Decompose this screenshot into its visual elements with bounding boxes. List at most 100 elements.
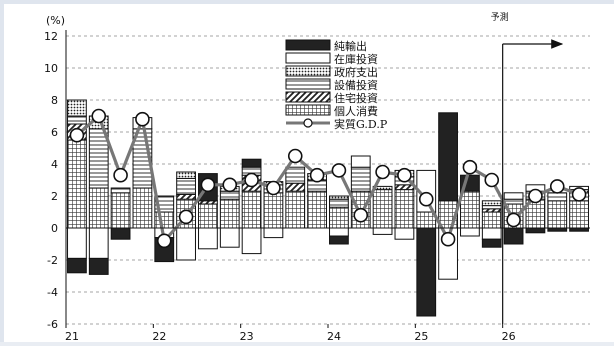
gdp-point bbox=[440, 231, 456, 247]
bar-segment bbox=[372, 227, 393, 235]
bar-segment bbox=[88, 257, 109, 275]
gdp-point bbox=[113, 167, 128, 183]
gdp-point bbox=[571, 187, 587, 202]
bar-segment bbox=[460, 190, 480, 229]
bar-segment bbox=[547, 192, 568, 202]
x-tick-label: 26 bbox=[502, 330, 516, 343]
bar-segment bbox=[67, 139, 87, 229]
bar-segment bbox=[329, 227, 349, 237]
y-tick-label: 10 bbox=[44, 62, 58, 75]
bar-segment bbox=[154, 211, 175, 229]
bar-segment bbox=[329, 195, 349, 200]
bar-segment bbox=[88, 187, 109, 229]
gdp-point bbox=[331, 163, 347, 178]
bar-segment bbox=[67, 227, 87, 259]
bar-segment bbox=[285, 182, 306, 192]
y-tick-label: -4 bbox=[47, 286, 58, 299]
bar-segment bbox=[350, 155, 371, 168]
legend-entry: 在庫投資 bbox=[334, 52, 378, 66]
bar-segment bbox=[132, 187, 153, 229]
legend-entry: 実質G.D.P bbox=[334, 117, 388, 131]
bar-segment bbox=[67, 99, 87, 117]
bar-segment bbox=[329, 235, 349, 245]
gdp-point bbox=[528, 188, 543, 204]
forecast-label: 予測 bbox=[491, 11, 509, 23]
gdp-point bbox=[178, 209, 194, 225]
gdp-point bbox=[244, 172, 259, 188]
gdp-point bbox=[375, 164, 390, 180]
bar-segment bbox=[394, 227, 415, 240]
gdp-point bbox=[353, 207, 369, 223]
bar-segment bbox=[481, 227, 502, 240]
gdp-point bbox=[397, 167, 412, 183]
bar-segment bbox=[110, 227, 131, 240]
bar-segment bbox=[88, 227, 109, 259]
x-tick-label: 22 bbox=[152, 330, 166, 343]
legend-swatch bbox=[285, 39, 331, 51]
bar-segment bbox=[329, 206, 349, 229]
gdp-point bbox=[549, 179, 565, 194]
bar-segment bbox=[198, 227, 218, 250]
legend-swatch bbox=[285, 78, 331, 90]
y-tick-label: 6 bbox=[51, 126, 58, 139]
gdp-point bbox=[484, 172, 500, 188]
bar-segment bbox=[219, 227, 240, 248]
legend-swatch-marker bbox=[303, 118, 313, 128]
bar-segment bbox=[241, 158, 262, 168]
bar-stacks bbox=[67, 99, 589, 317]
legend-entry: 個人消費 bbox=[334, 104, 378, 118]
legend-swatch bbox=[285, 52, 331, 64]
bar-segment bbox=[350, 166, 371, 192]
bar-segment bbox=[219, 190, 240, 200]
legend-entry: 純輸出 bbox=[334, 39, 367, 53]
y-tick-label: -6 bbox=[47, 318, 58, 331]
bar-segment bbox=[198, 203, 218, 229]
bar-segment bbox=[176, 177, 196, 195]
legend-swatch bbox=[285, 91, 331, 103]
gdp-point bbox=[309, 167, 325, 183]
bar-segment bbox=[503, 192, 524, 200]
bar-segment bbox=[110, 192, 131, 229]
bar-segment bbox=[67, 257, 87, 274]
bar-segment bbox=[481, 211, 502, 229]
bar-segment bbox=[481, 200, 502, 207]
bar-segment bbox=[263, 227, 284, 239]
y-tick-label: 4 bbox=[51, 158, 58, 171]
bar-segment bbox=[503, 227, 524, 245]
gdp-series-line bbox=[75, 113, 580, 245]
bar-segment bbox=[176, 171, 196, 179]
bar-segment bbox=[481, 238, 502, 248]
bar-segment bbox=[219, 198, 240, 229]
gdp-point bbox=[506, 212, 521, 228]
bar-segment bbox=[176, 227, 196, 261]
gdp-point bbox=[135, 111, 150, 127]
gdp-point bbox=[156, 233, 172, 249]
bar-segment bbox=[67, 115, 87, 125]
gdp-point bbox=[69, 127, 85, 143]
bar-segment bbox=[110, 187, 131, 194]
y-unit-label: (%) bbox=[46, 14, 65, 27]
x-tick-label: 25 bbox=[414, 330, 428, 343]
bar-segment bbox=[285, 190, 306, 229]
bar-segment bbox=[307, 190, 327, 229]
bar-segment bbox=[241, 227, 262, 255]
x-tick-label: 23 bbox=[240, 330, 254, 343]
bar-segment bbox=[285, 166, 306, 184]
gdp-point bbox=[287, 148, 303, 164]
gdp-point bbox=[222, 177, 238, 193]
bar-segment bbox=[525, 227, 546, 234]
bar-segment bbox=[241, 190, 262, 229]
y-tick-label: 0 bbox=[51, 222, 58, 235]
bar-segment bbox=[394, 189, 415, 229]
bar-segment bbox=[416, 227, 437, 317]
legend-entry: 政府支出 bbox=[334, 65, 378, 79]
gdp-point bbox=[418, 191, 434, 207]
legend-swatch bbox=[285, 65, 331, 77]
legend-entry: 設備投資 bbox=[334, 78, 378, 92]
y-tick-label: 12 bbox=[44, 30, 58, 43]
bar-segment bbox=[176, 193, 196, 200]
